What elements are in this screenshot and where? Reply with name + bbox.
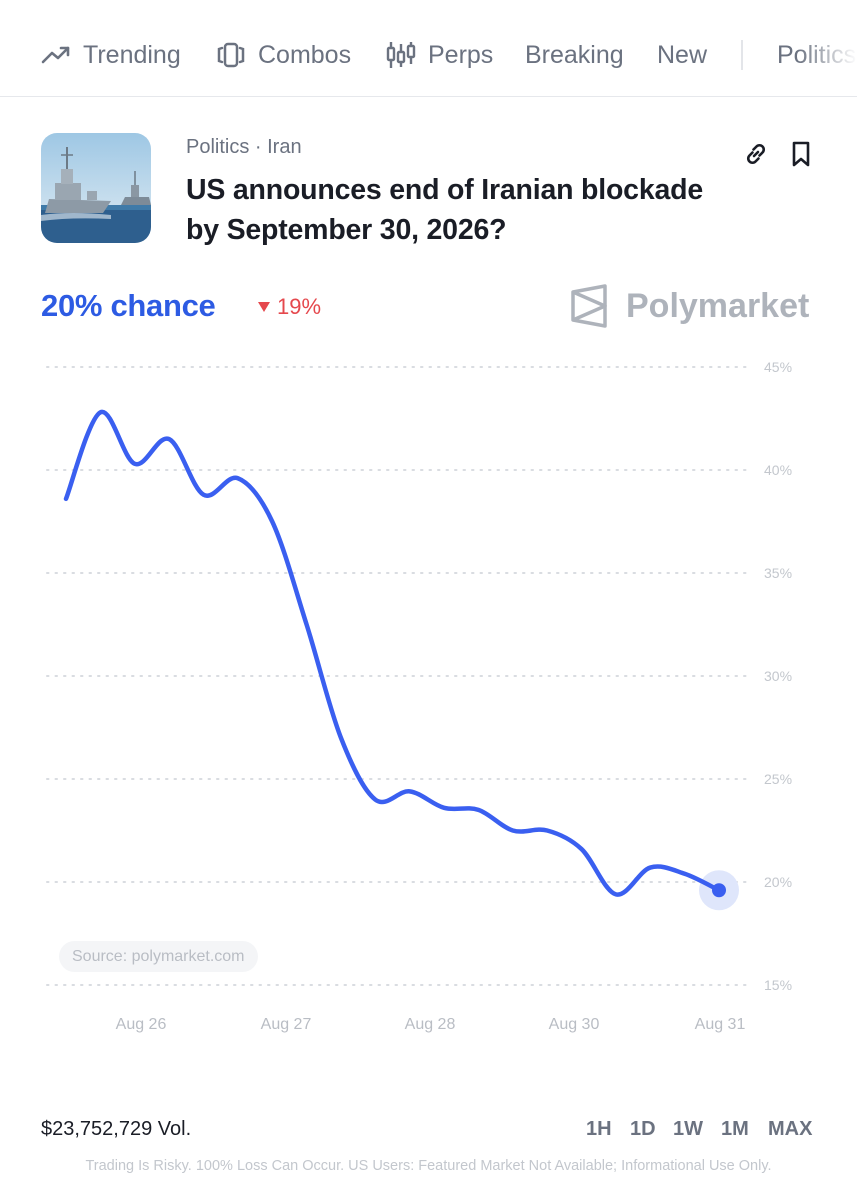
link-icon: [746, 143, 766, 165]
nav-trending-label: Trending: [83, 40, 181, 69]
market-category[interactable]: Politics · Iran: [186, 136, 302, 158]
x-tick-label: Aug 31: [695, 1016, 746, 1033]
nav-fade: [797, 30, 857, 80]
nav-perps[interactable]: Perps: [386, 38, 493, 72]
chance-delta: 19%: [258, 294, 321, 320]
y-tick-label: 40%: [764, 462, 792, 478]
chance-delta-value: 19%: [277, 294, 322, 319]
candlestick-icon: [386, 42, 416, 68]
x-tick-label: Aug 30: [549, 1016, 600, 1033]
x-tick-label: Aug 28: [405, 1016, 456, 1033]
risk-disclaimer: Trading Is Risky. 100% Loss Can Occur. U…: [85, 1158, 772, 1174]
source-label: Source: polymarket.com: [59, 941, 258, 972]
down-arrow-icon: [258, 302, 270, 312]
nav-breaking-label: Breaking: [525, 40, 624, 69]
y-tick-label: 35%: [764, 565, 792, 581]
bookmark-icon: [792, 141, 810, 167]
polymarket-logo-icon: [571, 284, 607, 328]
market-thumbnail: [41, 133, 151, 243]
series-line: [63, 410, 722, 897]
brand-logo: Polymarket: [570, 284, 809, 328]
x-tick-label: Aug 27: [261, 1016, 312, 1033]
time-range-selector: 1H 1D 1W 1M MAX: [0, 1118, 857, 1142]
range-1w[interactable]: 1W: [673, 1118, 703, 1140]
range-1h[interactable]: 1H: [586, 1118, 612, 1140]
y-tick-label: 15%: [764, 977, 792, 993]
last-point-marker: [712, 883, 726, 898]
y-tick-label: 45%: [764, 359, 792, 375]
range-max[interactable]: MAX: [768, 1118, 813, 1140]
warships-image: [41, 133, 151, 243]
top-nav: Trending Combos Perps Breaking New Polit…: [0, 0, 857, 97]
nav-breaking[interactable]: Breaking: [525, 38, 624, 72]
nav-new[interactable]: New: [657, 38, 707, 72]
range-1m[interactable]: 1M: [721, 1118, 749, 1140]
nav-combos[interactable]: Combos: [216, 38, 351, 72]
market-title: US announces end of Iranian blockade by …: [186, 174, 703, 246]
range-1d[interactable]: 1D: [630, 1118, 656, 1140]
chance-value: 20% chance: [41, 288, 216, 323]
trending-icon: [41, 46, 70, 64]
nav-combos-label: Combos: [258, 40, 352, 69]
nav-new-label: New: [657, 40, 708, 69]
y-tick-label: 25%: [764, 771, 792, 787]
copy-link-button[interactable]: [741, 139, 771, 169]
y-tick-label: 30%: [764, 668, 792, 684]
price-chart[interactable]: 45% 40% 35% 30% 25% 20% 15% Aug 26 Aug 27 Aug 28…: [0, 340, 857, 1060]
combos-icon: [217, 42, 245, 68]
x-tick-label: Aug 26: [116, 1016, 167, 1033]
nav-trending[interactable]: Trending: [41, 38, 181, 72]
brand-name: Polymarket: [626, 286, 810, 325]
volume-label: $23,752,729 Vol.: [41, 1118, 192, 1140]
bookmark-button[interactable]: [786, 139, 816, 169]
y-tick-label: 20%: [764, 874, 792, 890]
nav-perps-label: Perps: [428, 40, 494, 69]
nav-divider: [741, 40, 743, 70]
